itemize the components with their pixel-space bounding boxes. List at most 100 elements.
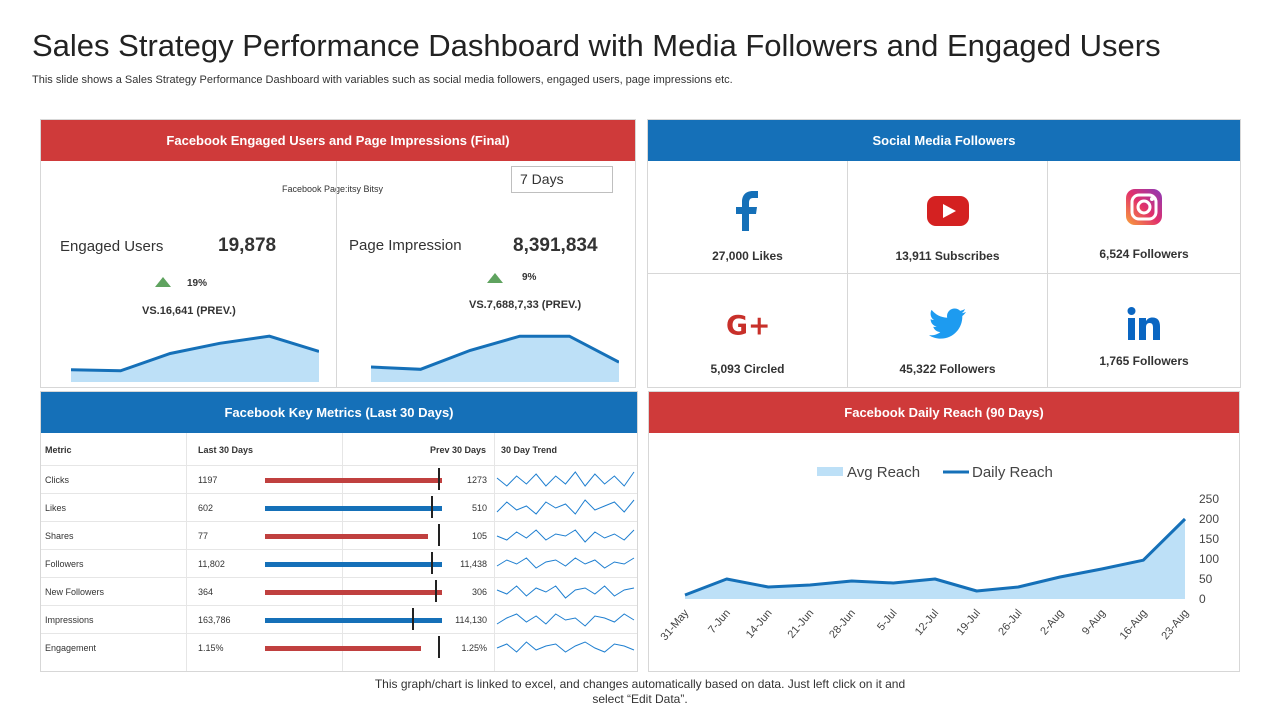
engaged-users-spark-line (71, 334, 319, 373)
key-metrics-panel: Facebook Key Metrics (Last 30 Days) Metr… (40, 391, 638, 672)
social-cell-instagram[interactable]: 6,524 Followers (1048, 161, 1240, 274)
prev-30-days-header: Prev 30 Days (430, 445, 487, 455)
metric-name: Likes (45, 503, 67, 513)
metric-prev-value: 11,438 (460, 559, 487, 569)
twitter-icon (926, 302, 970, 346)
page-impression-spark-area (371, 336, 619, 382)
page-impression-spark-line (371, 334, 619, 371)
legend-avg-reach-swatch (817, 467, 843, 476)
metric-trend-sparkline (496, 613, 635, 627)
metric-row-clicks: Clicks 1197 1273 (41, 465, 637, 493)
y-tick-label: 50 (1199, 572, 1213, 586)
trend-line (496, 529, 635, 543)
engaged-users-label: Engaged Users (60, 238, 164, 255)
instagram-icon (1122, 185, 1166, 229)
x-tick-label: 26-Jul (996, 607, 1024, 638)
metric-column-header: Metric (45, 445, 72, 455)
legend-avg-reach: Avg Reach (847, 464, 920, 481)
social-cell-facebook[interactable]: 27,000 Likes (648, 161, 848, 274)
instagram-stat: 6,524 Followers (1099, 247, 1189, 261)
metric-last-value: 11,802 (198, 559, 225, 569)
trend-line (496, 471, 635, 487)
metric-target-marker (411, 608, 414, 630)
metric-row-new-followers: New Followers 364 306 (41, 577, 637, 605)
metric-name: Clicks (45, 475, 69, 485)
metric-last-value: 1197 (198, 475, 218, 485)
metric-name: Shares (45, 531, 74, 541)
x-tick-label: 28-Jun (827, 607, 858, 640)
metric-prev-value: 1273 (466, 475, 487, 485)
metric-prev-value: 1.25% (461, 643, 487, 653)
metric-name: Followers (45, 559, 84, 569)
engaged-users-spark-area (71, 336, 319, 382)
x-tick-label: 31-May (659, 607, 692, 643)
period-selector[interactable]: 7 Days (511, 166, 613, 193)
metric-target-marker (438, 468, 441, 490)
daily-reach-chart: Avg Reach Daily Reach 0 50 100 150 200 250 31-Ma… (659, 464, 1220, 643)
x-tick-label: 14-Jun (744, 607, 775, 640)
metric-name: Engagement (45, 643, 97, 653)
engaged-users-value: 19,878 (218, 235, 277, 256)
social-cell-youtube[interactable]: 13,911 Subscribes (848, 161, 1048, 274)
footer-line-2: select “Edit Data”. (592, 692, 688, 706)
metric-bar (265, 534, 428, 539)
daily-reach-panel: Facebook Daily Reach (90 Days) Avg Reach… (648, 391, 1240, 672)
trend-line (496, 557, 635, 569)
trend-line (496, 641, 635, 653)
social-cell-twitter[interactable]: 45,322 Followers (848, 274, 1048, 387)
x-tick-label: 7-Jun (706, 607, 733, 636)
engaged-users-trend (71, 334, 319, 382)
metric-row-shares: Shares 77 105 (41, 521, 637, 549)
metric-prev-value: 105 (471, 531, 487, 541)
x-tick-label: 19-Jul (955, 607, 983, 638)
metric-prev-value: 114,130 (455, 615, 487, 625)
x-tick-label: 9-Aug (1080, 607, 1108, 637)
column-divider (494, 433, 495, 671)
youtube-icon (926, 189, 970, 233)
linkedin-stat: 1,765 Followers (1099, 354, 1189, 368)
social-cell-linkedin[interactable]: 1,765 Followers (1048, 274, 1240, 387)
metric-prev-value: 510 (471, 503, 487, 513)
svg-text:G+: G+ (726, 311, 770, 339)
metric-last-value: 602 (198, 503, 214, 513)
social-cell-google-plus[interactable]: G+ 5,093 Circled (648, 274, 848, 387)
kpi-divider (336, 161, 337, 388)
metric-target-marker (438, 524, 441, 546)
x-tick-label: 5-Jul (875, 607, 900, 633)
page-subtitle: This slide shows a Sales Strategy Perfor… (32, 74, 733, 86)
y-tick-label: 250 (1199, 492, 1219, 506)
twitter-stat: 45,322 Followers (899, 362, 996, 376)
social-grid: 27,000 Likes 13,911 Subscribes 6,524 Fol… (648, 161, 1240, 388)
youtube-stat: 13,911 Subscribes (895, 249, 1000, 263)
column-divider (186, 433, 187, 671)
up-arrow-icon (487, 273, 503, 283)
footer-note: This graph/chart is linked to excel, and… (290, 677, 990, 707)
social-followers-panel: Social Media Followers 27,000 Likes 13,9… (647, 119, 1241, 388)
metric-target-marker (431, 496, 434, 518)
x-tick-label: 2-Aug (1038, 607, 1066, 637)
x-tick-label: 12-Jul (913, 607, 941, 638)
avg-reach-area (685, 519, 1185, 599)
metric-trend-sparkline (496, 471, 635, 487)
engaged-users-change: 19% (187, 278, 208, 289)
last-30-days-header: Last 30 Days (198, 445, 254, 455)
x-tick-label: 21-Jun (785, 607, 816, 640)
page-caption: Facebook Page:itsy Bitsy (282, 184, 384, 194)
daily-reach-line (684, 517, 1187, 597)
page-impression-trend (371, 334, 619, 382)
metric-last-value: 1.15% (198, 643, 224, 653)
page-impression-label: Page Impression (349, 237, 462, 254)
x-tick-label: 23-Aug (1159, 607, 1191, 642)
metric-row-impressions: Impressions 163,786 114,130 (41, 605, 637, 633)
metric-name: New Followers (45, 587, 105, 597)
footer-line-1: This graph/chart is linked to excel, and… (374, 677, 906, 691)
social-panel-header: Social Media Followers (648, 120, 1240, 161)
metric-trend-sparkline (496, 585, 635, 599)
metric-bar (265, 618, 442, 623)
facebook-stat: 27,000 Likes (712, 249, 783, 263)
trend-line (496, 499, 635, 515)
trend-line (496, 585, 635, 599)
metric-trend-sparkline (496, 557, 635, 569)
reach-panel-header: Facebook Daily Reach (90 Days) (649, 392, 1239, 433)
y-tick-label: 0 (1199, 592, 1206, 606)
